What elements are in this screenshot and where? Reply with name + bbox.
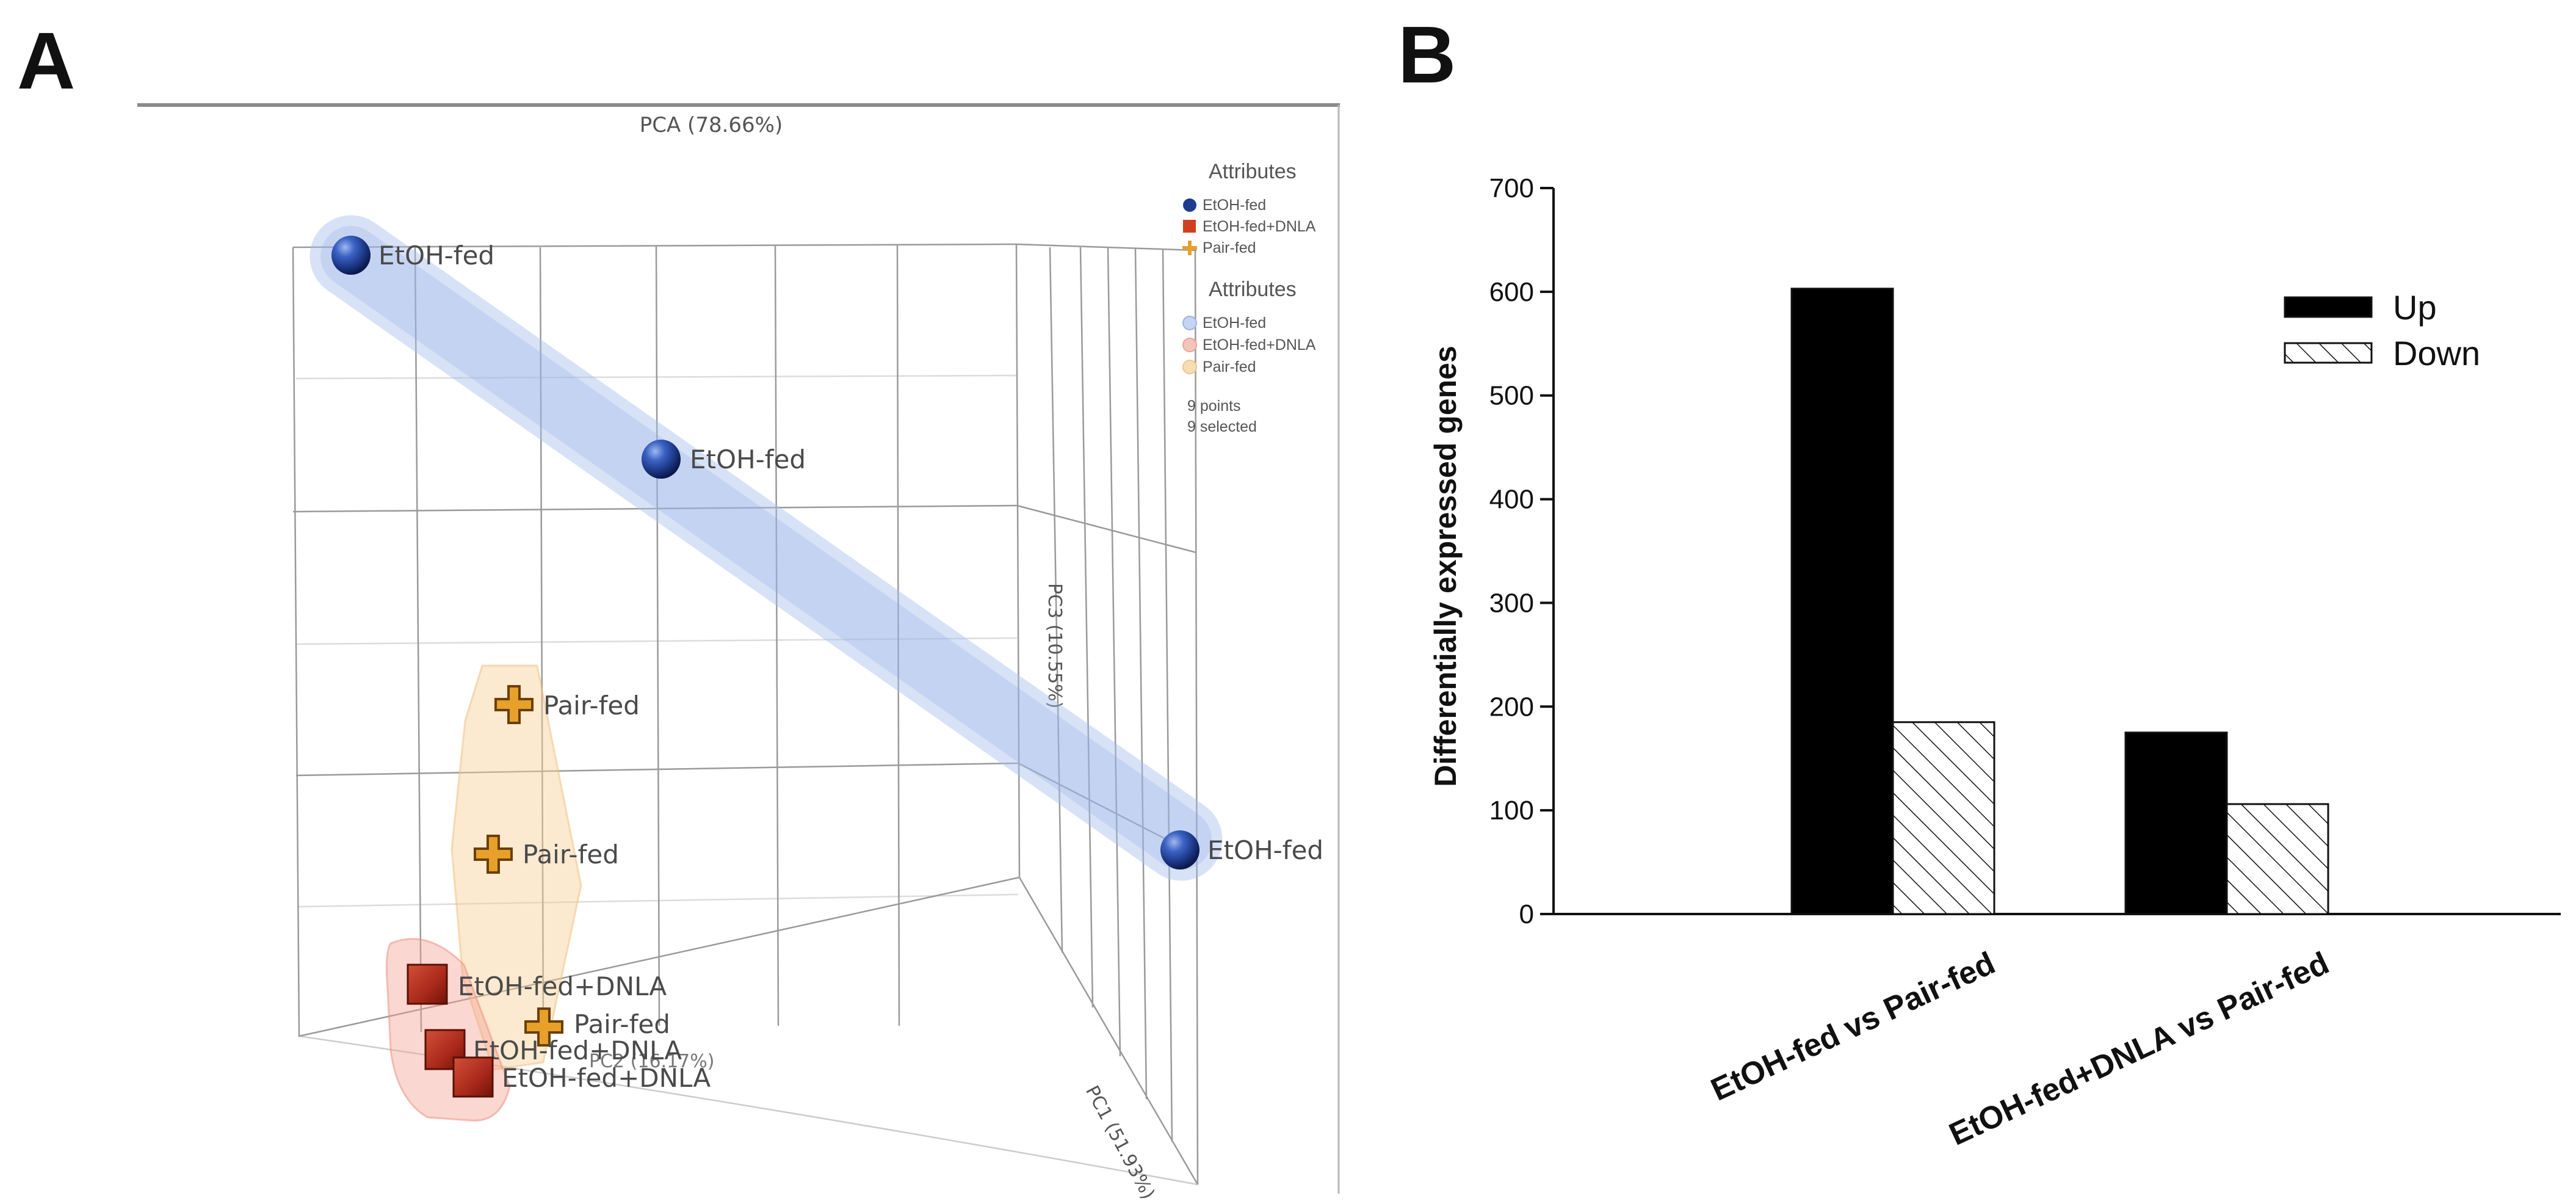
etoh-point-2-label: EtOH-fed (690, 444, 806, 474)
pair-point-1-label: Pair-fed (543, 691, 640, 720)
y-tick-label-700: 700 (1489, 173, 1534, 203)
legend-item-pair: Pair-fed (1203, 239, 1256, 256)
legend-heading-points: Attributes (1209, 160, 1297, 183)
y-tick-label-400: 400 (1489, 485, 1534, 515)
y-tick-label-100: 100 (1489, 796, 1534, 825)
pca-title: PCA (78.66%) (640, 113, 783, 137)
dnla-point-3: EtOH-fed+DNLA (452, 1056, 711, 1098)
etoh-point-1-label: EtOH-fed (378, 241, 494, 270)
y-tick-label-500: 500 (1489, 381, 1534, 411)
legend-swatch-down (2284, 342, 2373, 364)
legend-dnla-hull-icon (1182, 338, 1197, 352)
legend-hull-item-pair: Pair-fed (1203, 358, 1256, 376)
legend-selected-count: 9 selected (1187, 418, 1257, 435)
bar-down-1 (1892, 721, 1995, 915)
x-category-label-1: EtOH-fed vs Pair-fed (1706, 945, 2000, 1108)
axis-pc1-label: PC1 (51.93%) (1081, 1082, 1159, 1201)
panel-b: B 0 100 200 300 400 500 600 700 Differentially e… (1398, 10, 2561, 1153)
y-tick-label-200: 200 (1489, 692, 1534, 722)
y-tick-label-600: 600 (1489, 277, 1534, 307)
pca-legend: Attributes EtOH-fed EtOH-fed+DNLA Pair-f… (1182, 160, 1316, 435)
dnla-point-3-label: EtOH-fed+DNLA (502, 1063, 711, 1093)
x-category-label-2: EtOH-fed+DNLA vs Pair-fed (1944, 945, 2334, 1152)
legend-label-up: Up (2393, 288, 2437, 327)
panel-a-letter: A (17, 16, 75, 106)
etoh-point-3-label: EtOH-fed (1207, 835, 1323, 865)
bar-down-2 (2226, 803, 2329, 915)
dnla-point-1: EtOH-fed+DNLA (407, 963, 667, 1005)
legend-etoh-icon (1183, 198, 1196, 212)
etoh-cluster-hull (309, 215, 1223, 881)
etoh-point-1: EtOH-fed (331, 236, 494, 275)
pair-point-3-label: Pair-fed (574, 1009, 670, 1039)
legend-heading-ellipses: Attributes (1209, 278, 1297, 301)
legend-swatch-up (2284, 296, 2373, 318)
y-axis-title: Differentially expressed genes (1428, 346, 1463, 787)
panel-a: A PCA (78.66%) (17, 16, 1340, 1201)
legend-label-down: Down (2393, 334, 2480, 372)
legend-dnla-icon (1183, 220, 1196, 233)
panel-b-letter: B (1398, 10, 1456, 100)
pair-point-2-label: Pair-fed (523, 840, 619, 869)
dnla-point-2: EtOH-fed+DNLA (424, 1029, 682, 1070)
dnla-point-1-label: EtOH-fed+DNLA (458, 971, 667, 1001)
legend-etoh-hull-icon (1182, 316, 1197, 330)
etoh-point-3: EtOH-fed (1160, 830, 1323, 869)
legend-hull-item-etoh: EtOH-fed (1203, 314, 1266, 332)
legend-item-etoh: EtOH-fed (1203, 197, 1266, 214)
legend-pair-hull-icon (1182, 360, 1197, 374)
etoh-point-2: EtOH-fed (642, 440, 806, 479)
y-tick-label-0: 0 (1519, 899, 1534, 929)
bar-chart: 0 100 200 300 400 500 600 700 Differentially exp… (1428, 173, 2561, 1153)
legend-hull-item-dnla: EtOH-fed+DNLA (1203, 336, 1316, 354)
bar-up-2 (2124, 731, 2228, 915)
pair-point-1: Pair-fed (494, 685, 640, 724)
y-tick-label-300: 300 (1489, 588, 1534, 618)
axis-pc2-label: PC2 (16.17%) (589, 1051, 714, 1072)
pair-point-3: Pair-fed (524, 1007, 670, 1047)
dnla-point-2-label: EtOH-fed+DNLA (473, 1036, 682, 1065)
bar-up-1 (1790, 288, 1894, 915)
axis-pc3-label: PC3 (10.55%) (1044, 583, 1065, 708)
pca-grid (292, 243, 1199, 1186)
legend-pair-icon (1182, 241, 1197, 255)
legend-point-count: 9 points (1187, 397, 1241, 415)
legend-item-dnla: EtOH-fed+DNLA (1203, 218, 1316, 235)
pair-point-2: Pair-fed (474, 835, 619, 874)
